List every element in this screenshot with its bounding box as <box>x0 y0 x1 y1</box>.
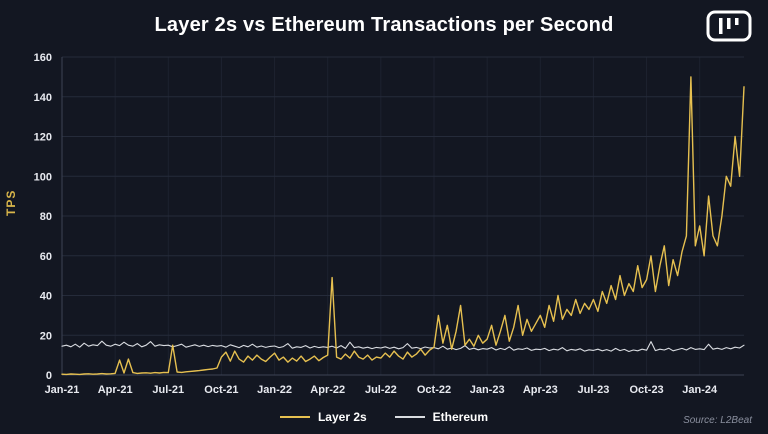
l2beat-logo-icon <box>706 10 752 42</box>
legend-label-layer2s: Layer 2s <box>317 410 367 424</box>
layer2s-line-swatch <box>279 416 310 418</box>
x-tick-label: Jan-21 <box>45 384 80 396</box>
legend-item-ethereum: Ethereum <box>394 410 489 424</box>
x-tick-label: Jan-22 <box>257 384 292 396</box>
legend-item-layer2s: Layer 2s <box>279 410 367 424</box>
chart-legend: Layer 2s Ethereum <box>0 410 768 424</box>
x-tick-label: Oct-21 <box>204 384 238 396</box>
y-tick-label: 40 <box>40 291 52 303</box>
x-tick-label: Jul-23 <box>578 384 610 396</box>
y-tick-label: 160 <box>34 52 52 64</box>
y-tick-label: 60 <box>40 251 52 263</box>
legend-label-ethereum: Ethereum <box>432 410 489 424</box>
x-tick-label: Jul-22 <box>365 384 397 396</box>
y-tick-label: 140 <box>34 92 52 104</box>
x-tick-label: Apr-21 <box>98 384 133 396</box>
x-tick-label: Jan-24 <box>682 384 718 396</box>
x-tick-label: Apr-22 <box>310 384 345 396</box>
source-attribution: Source: L2Beat <box>683 415 752 426</box>
chart-title: Layer 2s vs Ethereum Transactions per Se… <box>154 14 614 36</box>
y-tick-label: 100 <box>34 171 52 183</box>
series-line-ethereum <box>61 340 745 353</box>
y-tick-label: 80 <box>40 211 52 223</box>
y-tick-label: 0 <box>46 370 52 382</box>
y-tick-label: 20 <box>40 330 52 342</box>
x-tick-label: Oct-23 <box>629 384 663 396</box>
x-tick-label: Oct-22 <box>417 384 451 396</box>
x-tick-label: Jan-23 <box>470 384 505 396</box>
x-tick-label: Jul-21 <box>152 384 184 396</box>
y-tick-label: 120 <box>34 132 52 144</box>
series-line-layer2s <box>61 76 745 376</box>
ethereum-line-swatch <box>394 416 425 418</box>
x-tick-label: Apr-23 <box>523 384 558 396</box>
